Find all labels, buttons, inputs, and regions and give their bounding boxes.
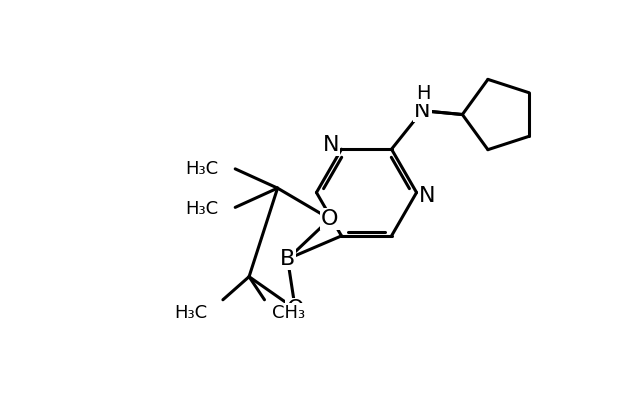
Text: H₃C: H₃C: [174, 304, 207, 322]
Text: N: N: [414, 101, 431, 121]
Text: CH₃: CH₃: [272, 304, 305, 322]
Text: N: N: [323, 135, 339, 155]
Text: O: O: [287, 299, 304, 319]
Text: H₃C: H₃C: [185, 200, 218, 218]
Text: N: N: [419, 186, 436, 207]
Text: H: H: [417, 84, 431, 103]
Text: H₃C: H₃C: [185, 160, 218, 178]
Text: B: B: [280, 249, 295, 269]
Text: O: O: [321, 209, 339, 229]
